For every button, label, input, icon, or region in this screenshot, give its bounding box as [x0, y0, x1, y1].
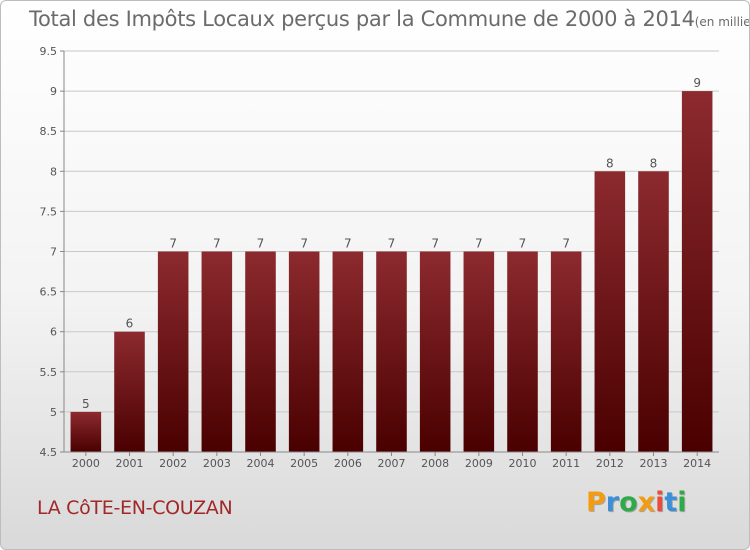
data-label-2010: 7	[519, 237, 527, 251]
y-tick-label: 6	[50, 326, 57, 339]
bar-2001[interactable]	[114, 331, 145, 452]
y-tick-label: 8.5	[40, 125, 58, 138]
data-label-2013: 8	[650, 156, 658, 170]
data-label-2011: 7	[562, 237, 570, 251]
bar-2013[interactable]	[638, 171, 669, 453]
bar-2000[interactable]	[70, 411, 102, 452]
bars	[70, 91, 713, 453]
data-label-2009: 7	[475, 237, 483, 251]
bar-2006[interactable]	[332, 251, 364, 453]
bar-2009[interactable]	[463, 251, 495, 453]
data-label-2001: 6	[126, 317, 134, 331]
logo-letter: x	[637, 487, 656, 518]
bar-2010[interactable]	[507, 251, 538, 453]
bar-2014[interactable]	[681, 91, 713, 452]
logo-letter: i	[655, 487, 665, 518]
bar-2007[interactable]	[376, 251, 407, 453]
bar-2011[interactable]	[550, 251, 582, 453]
x-tick-label: 2006	[334, 457, 362, 470]
bar-2005[interactable]	[288, 251, 320, 453]
data-label-2007: 7	[388, 237, 396, 251]
x-tick-label: 2014	[683, 457, 711, 470]
y-axis-ticks: 4.5 5 5.5 6 6.5 7 7.5 8 8.5 9 9.5	[40, 45, 64, 459]
data-label-2003: 7	[213, 237, 221, 251]
bar-2008[interactable]	[419, 251, 451, 453]
x-tick-label: 2001	[116, 457, 144, 470]
y-tick-label: 5	[50, 406, 57, 419]
logo-letter: o	[619, 487, 638, 518]
x-tick-label: 2013	[640, 457, 668, 470]
data-label-2000: 5	[82, 397, 90, 411]
data-label-2002: 7	[169, 237, 177, 251]
commune-name: LA CôTE-EN-COUZAN	[37, 497, 233, 519]
x-axis-ticks: 2000 2001 2002 2003 2004 2005 2006 2007 2008 2009…	[72, 452, 711, 470]
bar-2004[interactable]	[245, 251, 276, 453]
logo-letter: i	[677, 487, 687, 518]
x-tick-label: 2009	[465, 457, 493, 470]
y-tick-label: 7.5	[40, 205, 58, 218]
y-tick-label: 7	[50, 246, 57, 259]
y-tick-label: 9.5	[40, 45, 58, 58]
chart-title-block: Total des Impôts Locaux perçus par la Co…	[29, 7, 750, 31]
x-tick-label: 2003	[203, 457, 231, 470]
logo-letter: t	[664, 487, 678, 518]
x-tick-label: 2002	[159, 457, 187, 470]
bar-2002[interactable]	[157, 251, 189, 453]
data-label-2005: 7	[300, 237, 308, 251]
bar-2003[interactable]	[201, 251, 233, 453]
x-tick-label: 2011	[552, 457, 580, 470]
y-tick-label: 8	[50, 165, 57, 178]
unit-note: (en milliers d'€)	[694, 15, 750, 29]
logo-letter: r	[605, 487, 620, 518]
x-tick-label: 2004	[247, 457, 275, 470]
x-tick-label: 2008	[421, 457, 449, 470]
data-label-2008: 7	[431, 237, 439, 251]
y-tick-label: 6.5	[40, 286, 58, 299]
x-tick-label: 2007	[378, 457, 406, 470]
data-label-2004: 7	[257, 237, 265, 251]
y-tick-label: 4.5	[40, 446, 58, 459]
data-label-2006: 7	[344, 237, 352, 251]
x-tick-label: 2012	[596, 457, 624, 470]
bar-2012[interactable]	[594, 171, 626, 453]
chart-title: Total des Impôts Locaux perçus par la Co…	[29, 7, 695, 31]
data-label-2014: 9	[693, 76, 701, 90]
logo-letter: P	[586, 487, 606, 518]
y-tick-label: 5.5	[40, 366, 58, 379]
x-tick-label: 2000	[72, 457, 100, 470]
x-tick-label: 2010	[509, 457, 537, 470]
data-labels: 5 6 7 7 7 7 7 7 7 7 7 7 8 8 9	[82, 76, 701, 411]
y-tick-label: 9	[50, 85, 57, 98]
proxiti-logo[interactable]: Proxiti	[586, 487, 687, 518]
data-label-2012: 8	[606, 156, 614, 170]
x-tick-label: 2005	[290, 457, 318, 470]
